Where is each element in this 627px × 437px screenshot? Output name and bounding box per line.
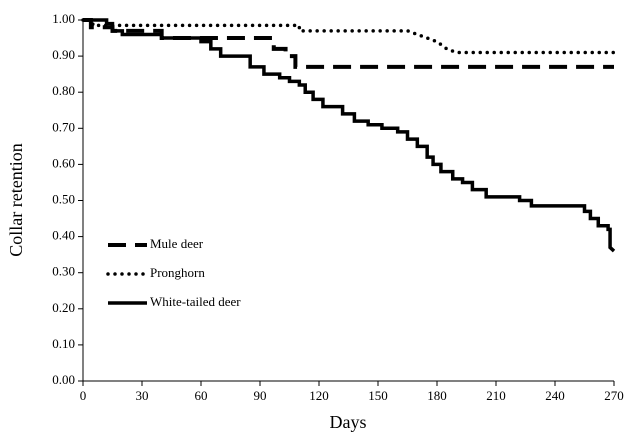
- y-tick-label: 0.40: [52, 228, 75, 243]
- legend-text: Mule deer: [150, 236, 204, 251]
- legend-text: White-tailed deer: [150, 294, 241, 309]
- y-tick-label: 0.20: [52, 300, 75, 315]
- line-series: [81, 18, 616, 55]
- x-tick-label: 0: [80, 388, 87, 403]
- line-series: [83, 18, 614, 69]
- y-tick-label: 0.10: [52, 336, 75, 351]
- y-tick-label: 0.70: [52, 119, 75, 134]
- x-tick-label: 90: [254, 388, 267, 403]
- y-tick-label: 1.00: [52, 11, 75, 26]
- x-axis-title: Days: [330, 412, 367, 432]
- y-tick-label: 0.00: [52, 372, 75, 387]
- x-tick-label: 120: [309, 388, 329, 403]
- y-axis-title: Collar retention: [6, 143, 26, 256]
- y-tick-label: 0.90: [52, 47, 75, 62]
- x-tick-label: 210: [486, 388, 506, 403]
- line-series: [83, 18, 616, 253]
- x-tick-label: 30: [136, 388, 149, 403]
- y-tick-label: 0.30: [52, 264, 75, 279]
- y-tick-label: 0.50: [52, 191, 75, 206]
- x-tick-label: 270: [604, 388, 624, 403]
- y-tick-label: 0.60: [52, 155, 75, 170]
- x-tick-label: 150: [368, 388, 388, 403]
- x-tick-label: 180: [427, 388, 447, 403]
- legend-text: Pronghorn: [150, 265, 205, 280]
- x-tick-label: 60: [195, 388, 208, 403]
- x-tick-label: 240: [545, 388, 565, 403]
- y-tick-label: 0.80: [52, 83, 75, 98]
